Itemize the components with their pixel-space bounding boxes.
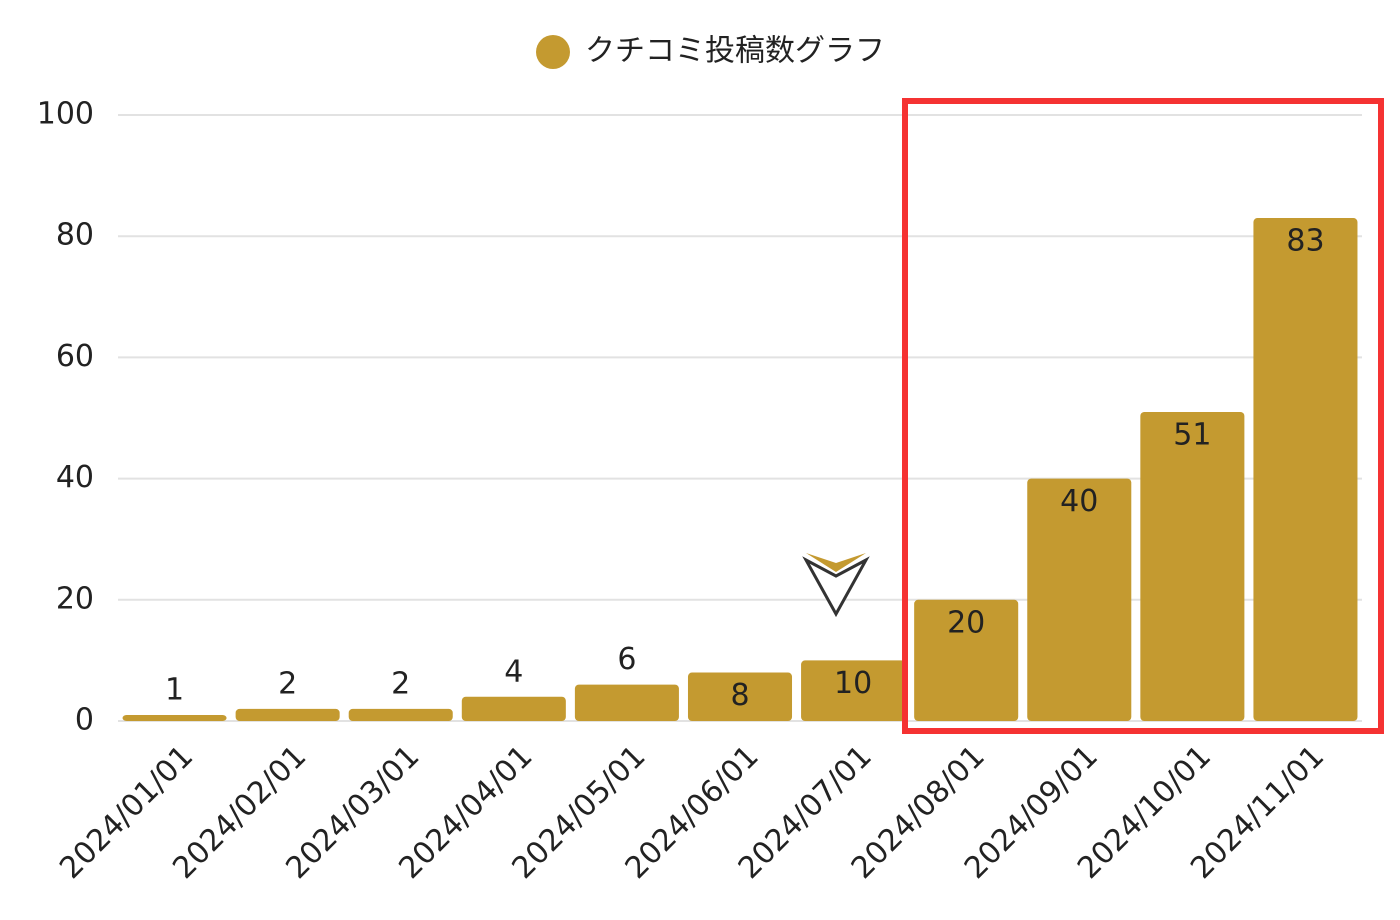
bar	[235, 708, 340, 721]
data-label: 8	[730, 678, 749, 713]
y-tick-label: 20	[56, 581, 94, 616]
bar	[687, 672, 793, 721]
y-tick-label: 80	[56, 218, 94, 253]
y-tick-label: 0	[75, 703, 94, 738]
data-label: 1	[165, 672, 184, 707]
bar	[574, 684, 679, 721]
data-label: 51	[1173, 417, 1211, 452]
bar	[1253, 218, 1358, 721]
data-label: 20	[947, 605, 985, 640]
y-tick-label: 40	[56, 460, 94, 495]
arrow-fill	[806, 553, 866, 572]
data-label: 2	[391, 666, 410, 701]
y-tick-label: 100	[37, 97, 94, 132]
y-tick-label: 60	[56, 339, 94, 374]
arrow-outline	[802, 556, 870, 618]
legend-swatch	[536, 35, 570, 69]
bar	[1027, 478, 1132, 721]
bar	[122, 714, 227, 721]
data-label: 4	[504, 654, 523, 689]
bar	[914, 599, 1019, 721]
data-label: 6	[617, 642, 636, 677]
arrow-marker	[802, 553, 870, 618]
bar	[348, 708, 453, 721]
legend-label: クチコミ投稿数グラフ	[585, 34, 885, 69]
highlight-box	[902, 98, 1384, 734]
bar	[1140, 411, 1245, 721]
bar	[801, 660, 906, 721]
data-label: 83	[1286, 224, 1324, 259]
data-label: 10	[834, 666, 872, 701]
legend: クチコミ投稿数グラフ	[536, 34, 885, 69]
data-label: 2	[278, 666, 297, 701]
bar	[461, 696, 566, 721]
data-label: 40	[1060, 484, 1098, 519]
